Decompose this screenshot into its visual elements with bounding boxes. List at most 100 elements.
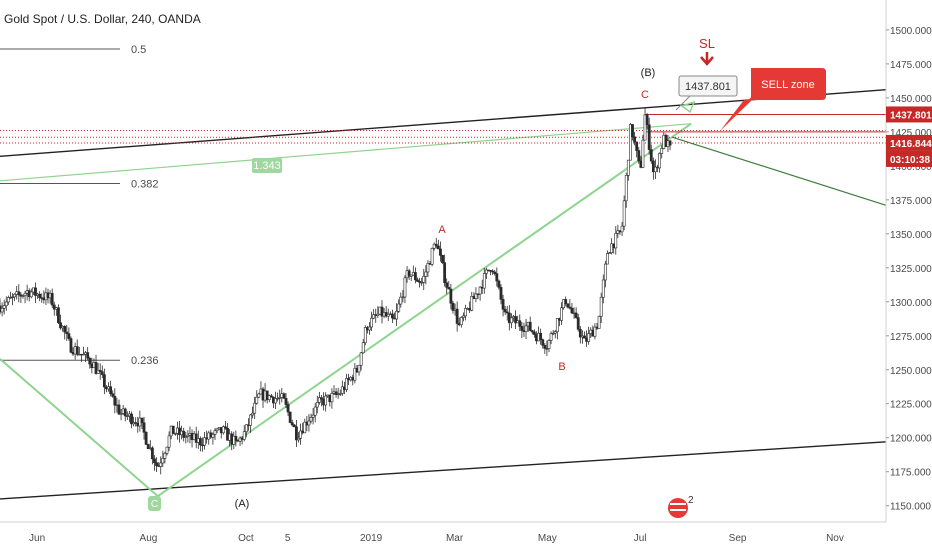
- candle-body: [497, 280, 501, 288]
- candle-body: [257, 393, 261, 398]
- candle-body: [514, 316, 517, 324]
- candle-body: [491, 270, 495, 273]
- candle-body: [234, 435, 238, 441]
- candle-body: [345, 378, 348, 390]
- candle-body: [267, 395, 271, 400]
- candle-body: [334, 391, 338, 395]
- candle-body: [599, 296, 603, 317]
- candle-body: [86, 352, 90, 359]
- ratio-badge: [252, 158, 282, 173]
- candle-body: [330, 393, 334, 403]
- candle-body: [445, 282, 449, 288]
- candle-body: [299, 430, 302, 439]
- candle-body: [606, 253, 609, 265]
- fib-label: 0.382: [131, 179, 159, 191]
- candle-body: [171, 425, 175, 435]
- y-tick-label: 1325.000: [890, 264, 932, 275]
- candle-body: [413, 272, 417, 281]
- candle-body: [482, 273, 486, 289]
- candle-body: [146, 444, 150, 450]
- candle-body: [629, 124, 632, 161]
- countdown-tag: [886, 150, 932, 167]
- candle-body: [436, 245, 440, 250]
- candle-body: [532, 331, 536, 335]
- candle-body: [324, 395, 328, 406]
- candle-body: [184, 436, 188, 438]
- candle-body: [150, 447, 154, 460]
- fib-label: 0.236: [131, 355, 159, 367]
- current-price-tag: [886, 134, 932, 151]
- candle-body: [69, 338, 73, 353]
- candle-body: [140, 417, 144, 424]
- projection-line: [672, 136, 887, 206]
- candle-body: [566, 303, 570, 308]
- candle-body: [113, 395, 117, 406]
- candle-body: [430, 248, 434, 265]
- candle-body: [303, 421, 307, 434]
- candle-body: [265, 390, 269, 400]
- candle-body: [340, 386, 344, 394]
- candle-body: [476, 293, 480, 296]
- candle-body: [614, 233, 618, 249]
- candle-body: [163, 452, 167, 459]
- candle-body: [315, 402, 319, 408]
- candle-body: [651, 160, 655, 173]
- candle-body: [211, 434, 215, 438]
- candle-body: [434, 243, 438, 247]
- candle-body: [478, 286, 482, 295]
- candle-body: [82, 353, 85, 356]
- candle-body: [418, 281, 421, 283]
- candle-body: [224, 426, 227, 429]
- target-end-icon: [680, 100, 696, 114]
- sl-label: SL: [699, 36, 715, 51]
- y-tick-label: 1275.000: [890, 332, 932, 343]
- candle-body: [510, 317, 513, 324]
- y-tick-label: 1475.000: [890, 60, 932, 71]
- high-price-tag: [886, 106, 932, 123]
- candle-body: [295, 426, 298, 441]
- candle-body: [29, 291, 33, 298]
- candle-body: [641, 139, 645, 168]
- candle-body: [288, 411, 292, 423]
- candle-body: [307, 420, 311, 426]
- channel-upper-line: [0, 89, 887, 158]
- candle-body: [539, 332, 543, 340]
- candle-body: [75, 346, 79, 355]
- candle-body: [597, 316, 601, 329]
- candle-body: [23, 292, 27, 296]
- wave-label-c-circle: C: [151, 499, 158, 510]
- candle-body: [117, 404, 121, 415]
- candle-body: [361, 342, 365, 354]
- candle-body: [221, 426, 225, 434]
- candle-body: [622, 200, 626, 227]
- candle-body: [320, 397, 323, 400]
- candle-body: [551, 332, 555, 335]
- countdown-tag-label: 03:10:38: [890, 155, 930, 166]
- candle-body: [543, 345, 547, 349]
- wave-label-c: C: [641, 89, 649, 101]
- candle-body: [278, 397, 282, 399]
- candle-body: [649, 149, 653, 162]
- candle-body: [451, 302, 455, 311]
- candle-body: [249, 414, 252, 426]
- candle-body: [397, 303, 401, 312]
- candle-body: [399, 296, 403, 305]
- candle-body: [391, 313, 394, 319]
- candle-body: [253, 402, 257, 414]
- candle-body: [654, 166, 657, 173]
- candle-body: [198, 438, 202, 446]
- candle-body: [549, 333, 553, 341]
- candle-body: [313, 406, 317, 416]
- candle-body: [251, 412, 254, 416]
- candle-body: [94, 362, 98, 374]
- candle-body: [631, 124, 634, 138]
- candle-body: [100, 371, 104, 375]
- x-tick-label: Aug: [140, 533, 158, 544]
- y-tick-label: 1500.000: [890, 26, 932, 37]
- event-count-badge: 2: [688, 495, 694, 506]
- candle-body: [647, 124, 651, 150]
- callout-pointer: [675, 95, 691, 111]
- candle-body: [416, 279, 419, 282]
